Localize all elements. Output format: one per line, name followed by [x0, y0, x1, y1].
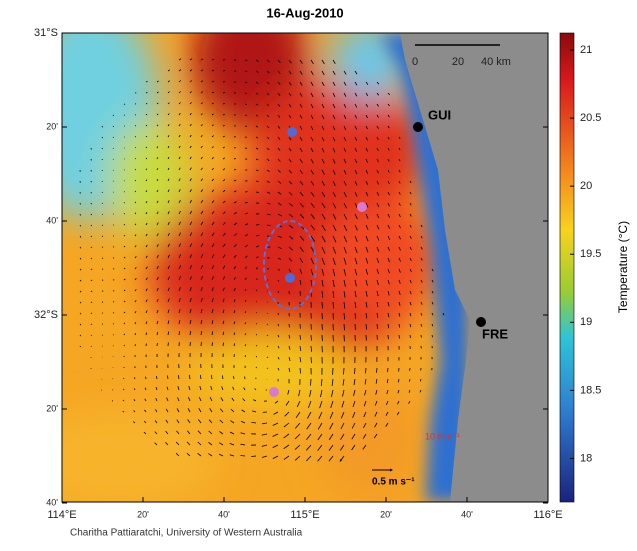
- y-tick-label: 40': [46, 215, 58, 225]
- colorbar-tick-label: 19: [580, 316, 592, 328]
- station: [285, 273, 295, 283]
- x-tick-label: 115°E: [290, 509, 319, 521]
- colorbar-tick-label: 19.5: [580, 248, 601, 260]
- y-tick-label: 31°S: [34, 27, 58, 39]
- place-marker: [413, 122, 423, 132]
- place-label: GUI: [428, 107, 451, 122]
- y-tick-label: 20': [46, 403, 58, 413]
- map-figure: 16-Aug-2010 GUI FRE 0 20 40 km 0.5 m s⁻¹…: [0, 0, 637, 546]
- colorbar: [560, 33, 574, 502]
- colorbar-tick-label: 20: [580, 180, 592, 192]
- wind-label: 10 m s⁻¹: [425, 431, 460, 441]
- x-tick-label: 40': [461, 509, 473, 519]
- title: 16-Aug-2010: [266, 5, 343, 20]
- place-label: FRE: [482, 326, 508, 341]
- colorbar-tick-label: 18: [580, 452, 592, 464]
- station: [269, 387, 279, 397]
- station: [357, 202, 367, 212]
- colorbar-tick-label: 20.5: [580, 112, 601, 124]
- x-tick-label: 116°E: [533, 509, 562, 521]
- scale-label: 40 km: [481, 56, 511, 68]
- temperature-field: [20, 0, 548, 510]
- colorbar-tick-label: 21: [580, 44, 592, 56]
- vector-scale-label: 0.5 m s⁻¹: [372, 477, 415, 488]
- y-tick-label: 20': [46, 121, 58, 131]
- colorbar-label: Temperature (°C): [616, 221, 630, 313]
- scale-label: 0: [412, 56, 418, 68]
- colorbar-tick-label: 18.5: [580, 384, 601, 396]
- x-tick-label: 40': [218, 509, 230, 519]
- credit: Charitha Pattiaratchi, University of Wes…: [70, 528, 303, 539]
- x-tick-label: 114°E: [47, 509, 76, 521]
- x-tick-label: 20': [137, 509, 149, 519]
- x-tick-label: 20': [380, 509, 392, 519]
- scale-label: 20: [452, 56, 464, 68]
- y-tick-label: 32°S: [34, 309, 58, 321]
- station: [287, 127, 297, 137]
- y-tick-label: 40': [46, 497, 58, 507]
